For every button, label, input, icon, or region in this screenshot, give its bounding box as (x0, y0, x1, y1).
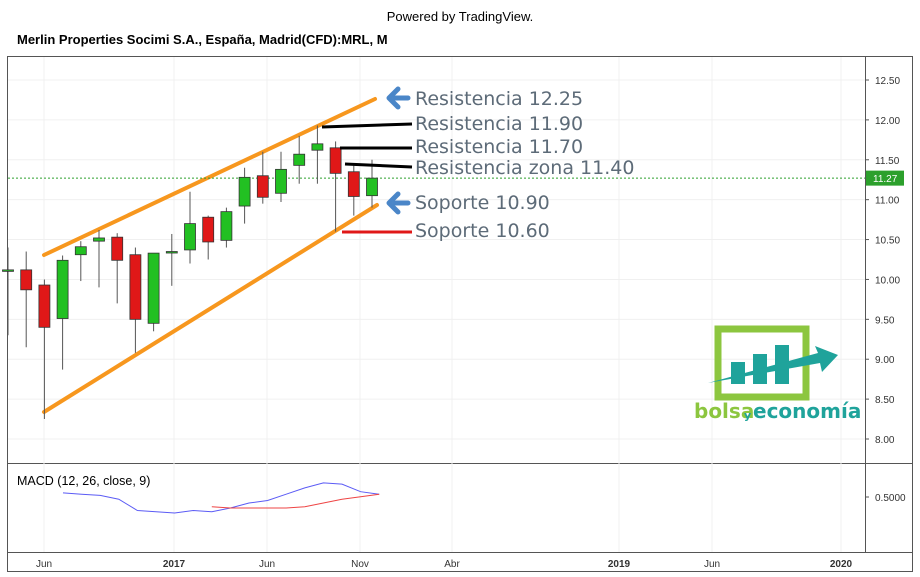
price-tick-label: 9.00 (875, 355, 895, 366)
bolsa-y-economia-logo: bolsa y economía (694, 325, 861, 423)
candle-2017-01 (165, 233, 178, 286)
candle-body (2, 269, 14, 272)
channel-upper-line (42, 97, 377, 257)
resistance-11-40-line (344, 162, 413, 169)
logo-text-bolsa: bolsa (694, 399, 754, 423)
price-tick-label: 10.00 (875, 275, 900, 286)
time-tick-label: 2020 (830, 559, 853, 570)
candle-2017-06 (256, 151, 269, 204)
candle-body (329, 147, 342, 174)
candle-2016-05 (20, 251, 33, 348)
candle-2017-08 (293, 135, 306, 184)
candle-body (293, 153, 306, 166)
candle-2016-11 (129, 247, 142, 353)
candle-2016-04 (2, 247, 14, 336)
candle-body (165, 251, 178, 254)
logo-text-economia: economía (753, 399, 861, 423)
candle-body (56, 259, 69, 319)
logo-text-y: y (744, 409, 751, 422)
price-tick-label: 12.00 (875, 116, 900, 127)
candle-body (256, 175, 269, 198)
price-axis: 12.50 12.00 11.50 11.00 10.50 10.00 9.50 9.00 8.… (865, 76, 900, 446)
candle-2017-03 (202, 215, 215, 260)
powered-by-label: Powered by TradingView. (386, 9, 534, 24)
price-tick-label: 8.00 (875, 435, 895, 446)
level-lines (321, 122, 413, 234)
candle-body (366, 177, 378, 197)
time-tick-label: Jun (36, 559, 52, 570)
time-tick-label: 2019 (608, 559, 631, 570)
macd-title: MACD (12, 26, close, 9) (17, 474, 150, 488)
candle-2017-05 (238, 167, 251, 224)
annotation-resistance-12-25: Resistencia 12.25 (415, 88, 583, 110)
annotation-support-10-60: Soporte 10.60 (415, 220, 550, 242)
annotations: Resistencia 12.25 Resistencia 11.90 Resi… (415, 88, 634, 242)
macd-series-signal-line (211, 493, 380, 509)
candle-body (111, 236, 124, 261)
candle-body (184, 223, 196, 251)
candle-2016-09 (93, 229, 105, 288)
price-tick-label: 8.50 (875, 395, 895, 406)
resistance-11-90-line (321, 122, 413, 129)
time-tick-label: Jun (704, 559, 720, 570)
annotation-arrows (386, 86, 411, 215)
time-axis: Jun 2017 Jun Nov Abr 2019 Jun 2020 (36, 559, 853, 570)
candle-2017-12 (366, 159, 378, 208)
candles (2, 125, 378, 420)
candle-body (93, 237, 105, 242)
candle-body (311, 143, 324, 151)
candle-body (220, 211, 233, 241)
candle-body (38, 284, 51, 328)
candle-body (238, 176, 251, 207)
time-tick-label: 2017 (163, 559, 186, 570)
candle-2017-02 (184, 191, 196, 264)
candle-2017-10 (329, 141, 342, 232)
last-price-label: 11.27 (873, 174, 898, 185)
candle-2016-12 (147, 252, 160, 332)
annotation-resistance-11-70: Resistencia 11.70 (415, 136, 583, 158)
candle-2017-04 (220, 207, 233, 248)
price-tick-label: 10.50 (875, 236, 900, 247)
candle-2016-10 (111, 233, 124, 304)
last-price-badge: 11.27 (866, 170, 904, 186)
arrow-left-icon (386, 86, 411, 110)
candle-2016-06 (38, 279, 51, 420)
candle-2016-08 (74, 241, 87, 282)
price-tick-label: 12.50 (875, 76, 900, 87)
price-tick-label: 11.00 (875, 196, 900, 207)
annotation-resistance-11-90: Resistencia 11.90 (415, 113, 583, 135)
candle-2017-07 (275, 151, 287, 203)
candle-body (275, 168, 287, 194)
candle-body (129, 254, 142, 320)
candle-2017-11 (347, 165, 360, 216)
candle-body (147, 252, 160, 324)
macd-lines (62, 482, 380, 514)
time-tick-label: Abr (444, 559, 460, 570)
chart-title: Merlin Properties Socimi S.A., España, M… (17, 32, 388, 47)
time-tick-label: Nov (351, 559, 369, 570)
time-tick-label: Jun (259, 559, 275, 570)
candle-2016-07 (56, 255, 69, 370)
candle-body (20, 269, 33, 291)
annotation-support-10-90: Soporte 10.90 (415, 192, 550, 214)
annotation-resistance-zone-11-40: Resistencia zona 11.40 (415, 157, 634, 179)
candle-body (347, 171, 360, 197)
channel-lower-line (42, 203, 379, 414)
price-tick-label: 9.50 (875, 315, 895, 326)
arrow-left-icon (386, 191, 411, 215)
price-tick-label: 11.50 (875, 156, 900, 167)
candle-body (202, 216, 215, 243)
trend-channel (42, 97, 379, 414)
candle-2017-09 (311, 125, 324, 184)
macd-tick-label: 0.5000 (875, 493, 906, 504)
candle-body (74, 246, 87, 256)
macd-series-macd-line (62, 482, 380, 514)
